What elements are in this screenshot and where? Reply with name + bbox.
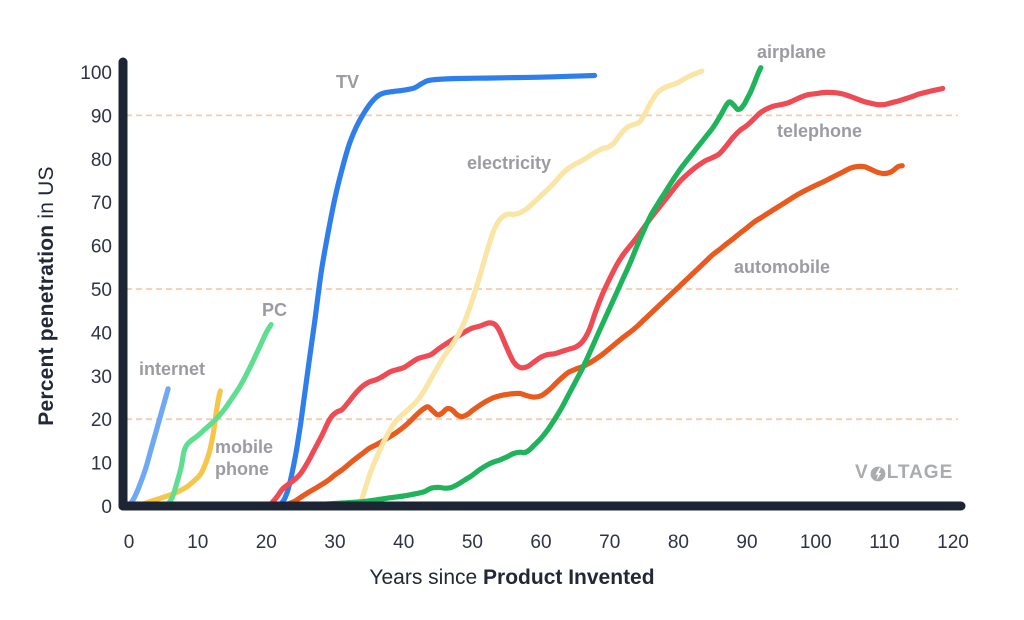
series-label-pc: PC (262, 300, 288, 320)
curve-pc (164, 322, 274, 509)
x-tick-0: 0 (124, 532, 135, 553)
y-tick-10: 10 (91, 454, 112, 475)
x-tick-50: 50 (462, 532, 483, 553)
axes (118, 57, 966, 511)
lightning-bolt-icon (870, 466, 886, 482)
x-axis-title-bold: Product Invented (483, 566, 655, 589)
voltage-logo: V LTAGE (855, 462, 953, 484)
x-axis-title-regular: Years since (369, 566, 484, 589)
y-tick-40: 40 (91, 323, 112, 344)
logo-text-v: V (855, 462, 869, 483)
logo-text-ltage: LTAGE (886, 462, 954, 483)
y-tick-50: 50 (91, 280, 112, 301)
x-axis-title: Years since Product Invented (0, 566, 1024, 590)
y-axis-title-bold: Percent penetration (35, 224, 58, 426)
curve-airplane (298, 65, 764, 508)
series-label-telephone: telephone (777, 121, 863, 141)
x-tick-70: 70 (599, 532, 620, 553)
x-tick-110: 110 (869, 532, 899, 553)
y-tick-60: 60 (91, 237, 112, 258)
x-tick-30: 30 (324, 532, 345, 553)
x-tick-80: 80 (668, 532, 689, 553)
series-label-internet: internet (139, 359, 206, 379)
x-tick-20: 20 (256, 532, 277, 553)
series-label-tv: TV (336, 72, 360, 92)
x-tick-100: 100 (800, 532, 832, 553)
gridlines (126, 114, 958, 421)
x-tick-90: 90 (736, 532, 757, 553)
x-tick-40: 40 (393, 532, 414, 553)
curve-electricity (357, 68, 705, 509)
x-tick-60: 60 (530, 532, 551, 553)
curve-internet (126, 386, 171, 509)
tick-labels: 0 10 20 30 40 50 60 70 80 90 100 0 10 20 30 40 50 60 70 80 9… (80, 63, 969, 553)
y-axis-title: Percent penetration in US (35, 166, 59, 425)
y-tick-0: 0 (101, 497, 112, 518)
y-tick-20: 20 (91, 410, 112, 431)
y-tick-90: 90 (91, 106, 112, 127)
y-tick-80: 80 (91, 150, 112, 171)
y-tick-30: 30 (91, 367, 112, 388)
curve-automobile (279, 163, 905, 509)
series-label-automobile: automobile (734, 257, 831, 277)
x-tick-10: 10 (187, 532, 208, 553)
curves (126, 65, 946, 509)
y-axis-title-regular: in US (35, 166, 58, 225)
series-label-mobile-phone: mobile phone (215, 437, 274, 479)
curve-mobile-phone (136, 388, 223, 509)
y-tick-100: 100 (80, 63, 112, 84)
series-label-electricity: electricity (467, 153, 552, 173)
curve-tv (276, 72, 598, 509)
y-tick-70: 70 (91, 193, 112, 214)
x-tick-120: 120 (937, 532, 969, 553)
series-label-airplane: airplane (757, 42, 827, 62)
curve-telephone (266, 85, 946, 509)
